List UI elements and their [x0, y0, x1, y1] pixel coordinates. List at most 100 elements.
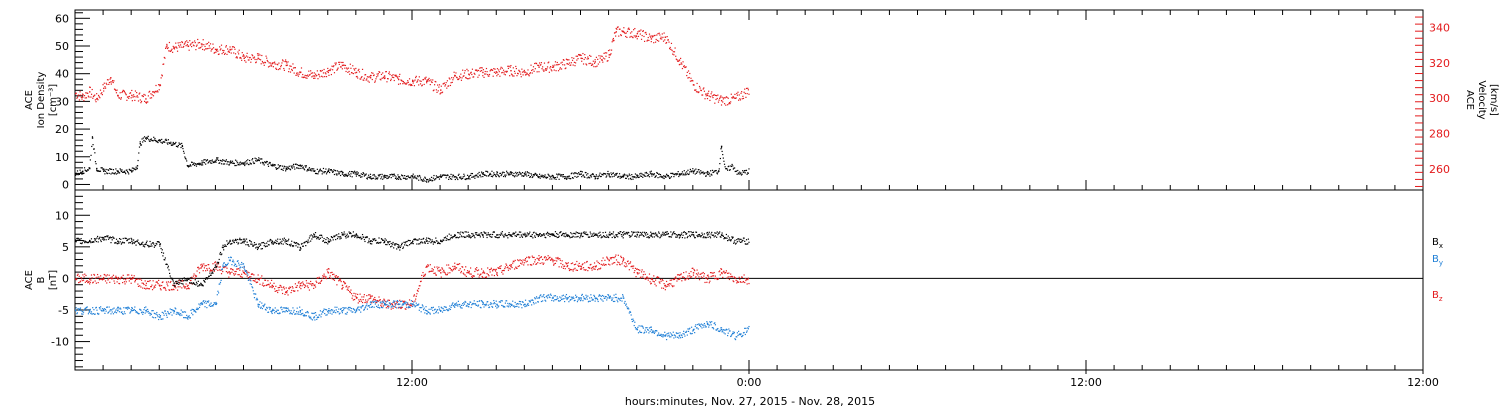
data-point — [604, 263, 607, 266]
data-point — [294, 290, 296, 292]
data-point — [689, 72, 691, 75]
data-point — [393, 305, 395, 307]
data-point — [694, 89, 696, 91]
data-point — [538, 259, 540, 261]
data-point — [245, 163, 247, 165]
data-point — [222, 49, 224, 52]
data-point — [134, 281, 136, 283]
data-point — [201, 265, 204, 267]
data-point — [546, 68, 548, 70]
data-point — [600, 267, 602, 269]
data-point — [664, 334, 666, 336]
data-point — [526, 260, 528, 262]
data-point — [340, 66, 342, 68]
data-point — [257, 303, 259, 306]
data-point — [83, 276, 85, 278]
data-point — [611, 41, 613, 43]
data-point — [718, 271, 720, 273]
data-point — [556, 298, 558, 300]
data-point — [96, 309, 98, 311]
data-point — [712, 272, 714, 274]
data-point — [194, 310, 196, 313]
data-point — [613, 175, 615, 178]
data-point — [151, 310, 153, 312]
data-point — [567, 175, 569, 177]
data-point — [122, 312, 124, 315]
data-point — [359, 306, 361, 308]
data-point — [106, 235, 108, 237]
data-point — [223, 163, 226, 165]
data-point — [383, 77, 386, 80]
data-point — [385, 303, 387, 306]
data-point — [289, 65, 291, 67]
data-point — [672, 53, 674, 55]
data-point — [724, 97, 726, 99]
data-point — [108, 81, 111, 84]
data-point — [354, 72, 356, 74]
data-point — [335, 276, 337, 278]
data-point — [240, 276, 242, 278]
data-point — [283, 310, 285, 313]
data-point — [363, 309, 365, 311]
data-point — [584, 262, 586, 264]
data-point — [512, 300, 514, 302]
data-point — [86, 241, 88, 244]
data-point — [150, 139, 152, 141]
data-point — [622, 30, 624, 32]
data-point — [108, 172, 110, 174]
data-point — [79, 242, 82, 244]
data-point — [171, 48, 173, 50]
data-point — [422, 180, 424, 182]
data-point — [347, 306, 350, 309]
data-point — [373, 306, 375, 308]
data-point — [623, 297, 625, 299]
data-point — [319, 282, 322, 284]
data-point — [585, 294, 587, 296]
y-tick-label-b: 10 — [55, 209, 69, 222]
data-point — [274, 164, 276, 166]
data-point — [495, 175, 497, 177]
data-point — [126, 274, 129, 276]
data-point — [214, 303, 217, 305]
data-point — [105, 310, 107, 312]
data-point — [313, 312, 315, 314]
data-point — [491, 270, 494, 272]
data-point — [91, 88, 93, 91]
data-point — [330, 169, 333, 171]
data-point — [234, 270, 236, 273]
data-point — [664, 175, 666, 177]
data-point — [650, 173, 653, 175]
data-point — [468, 303, 470, 305]
data-point — [727, 165, 729, 168]
data-point — [233, 46, 235, 48]
data-point — [473, 72, 475, 74]
data-point — [523, 304, 525, 306]
data-point — [285, 59, 287, 61]
data-point — [547, 173, 549, 175]
data-point — [482, 69, 485, 71]
data-point — [636, 268, 638, 270]
data-point — [303, 286, 306, 289]
data-point — [87, 95, 89, 97]
data-point — [674, 277, 676, 279]
data-point — [462, 266, 464, 268]
data-point — [726, 168, 728, 170]
data-point — [310, 318, 312, 320]
data-point — [707, 323, 709, 326]
data-point — [415, 76, 417, 79]
data-point — [528, 257, 530, 259]
data-point — [571, 262, 574, 264]
data-point — [176, 47, 178, 49]
data-point — [405, 175, 408, 178]
data-point — [189, 165, 191, 167]
y-tick-label-right: 320 — [1429, 57, 1450, 70]
data-point — [446, 87, 448, 89]
data-point — [145, 282, 148, 284]
data-point — [76, 238, 79, 240]
data-point — [608, 175, 610, 177]
data-point — [89, 91, 91, 93]
data-point — [307, 287, 309, 289]
data-point — [176, 312, 179, 314]
data-point — [510, 73, 513, 75]
data-point — [549, 293, 552, 295]
